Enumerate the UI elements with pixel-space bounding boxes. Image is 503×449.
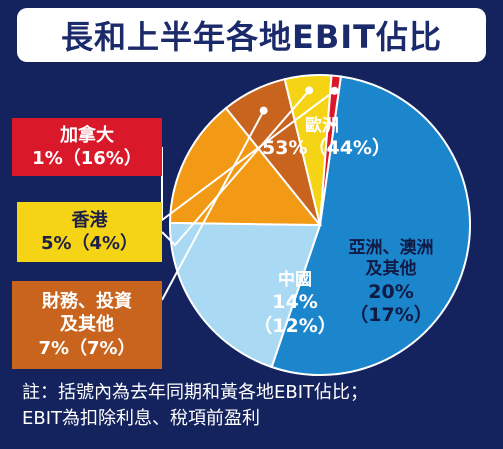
canada-callout: 加拿大 1%（16%） xyxy=(12,118,162,176)
asia-label: 亞洲、澳洲 及其他 20% （17%） xyxy=(326,238,456,328)
europe-name: 歐洲 xyxy=(305,116,339,136)
finance-name-line2: 及其他 xyxy=(60,314,114,336)
chart-title: 長和上半年各地EBIT佔比 xyxy=(61,18,442,56)
hongkong-name: 香港 xyxy=(71,209,108,231)
finance-name-line1: 財務、投資 xyxy=(42,290,132,312)
china-prior: （12%） xyxy=(253,315,337,337)
europe-pct: 53%（44%） xyxy=(262,137,391,160)
hongkong-pct: 5%（4%） xyxy=(40,233,139,254)
asia-pct: 20% xyxy=(368,280,414,303)
asia-name-line1: 亞洲、澳洲 xyxy=(348,238,434,258)
finance-leader-line-dot xyxy=(259,106,268,115)
footnote-line2: EBIT為扣除利息、稅項前盈利 xyxy=(22,408,261,430)
asia-prior: （17%） xyxy=(349,304,433,327)
canada-pct: 1%（16%） xyxy=(32,148,142,169)
asia-name-line2: 及其他 xyxy=(365,259,417,280)
hongkong-leader-line xyxy=(161,89,310,247)
pie-slice-0 xyxy=(270,75,472,376)
finance-callout: 財務、投資 及其他 7%（7%） xyxy=(12,281,162,369)
chart-title-box: 長和上半年各地EBIT佔比 xyxy=(17,8,486,62)
canada-name: 加拿大 xyxy=(60,124,114,146)
hongkong-callout: 香港 5%（4%） xyxy=(17,202,162,262)
hongkong-leader-line-dot xyxy=(305,86,314,95)
europe-label: 歐洲 53%（44%） xyxy=(262,116,391,161)
china-label: 中國 14% （12%） xyxy=(250,270,340,339)
finance-pct: 7%（7%） xyxy=(38,337,136,359)
finance-leader-line xyxy=(161,110,265,301)
pie-slice-5 xyxy=(319,74,343,226)
china-pct: 14% xyxy=(272,291,318,314)
canada-leader-line-dot xyxy=(330,86,339,95)
china-name: 中國 xyxy=(278,270,312,290)
canada-leader-line xyxy=(161,89,336,222)
footnote: 註：括號內為去年同期和黃各地EBIT佔比； EBIT為扣除利息、稅項前盈利 xyxy=(22,380,368,432)
footnote-line1: 註：括號內為去年同期和黃各地EBIT佔比； xyxy=(22,382,369,403)
